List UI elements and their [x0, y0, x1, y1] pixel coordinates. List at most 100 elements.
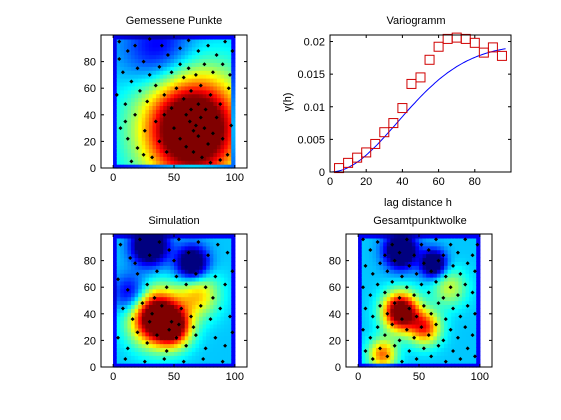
gesamtpunktwolke-field-cell: [429, 280, 434, 286]
simulation-field-cell: [123, 253, 129, 259]
gemessene-punkte-field-cell: [148, 74, 154, 79]
simulation-field-cell: [213, 363, 218, 368]
simulation-field-cell: [113, 351, 118, 356]
gesamtpunktwolke-field-cell: [404, 241, 409, 247]
gemessene-punkte-field-cell: [166, 128, 172, 134]
gesamtpunktwolke-field-cell: [451, 351, 456, 356]
gemessene-punkte-field-cell: [199, 140, 204, 146]
gesamtpunktwolke-field-cell: [358, 273, 363, 278]
simulation-ytick-label: 0: [90, 362, 96, 374]
gesamtpunktwolke-field-cell: [422, 292, 427, 298]
gemessene-punkte-field-cell: [224, 144, 229, 150]
gemessene-punkte-field-cell: [231, 113, 236, 118]
simulation-field-cell: [216, 323, 222, 329]
gemessene-punkte-field-cell: [159, 93, 164, 99]
gemessene-punkte-field-cell: [138, 58, 143, 63]
gesamtpunktwolke-field-cell: [440, 292, 445, 298]
simulation-field-cell: [191, 241, 197, 247]
variogramm-experimental-point: [379, 127, 390, 138]
gesamtpunktwolke-field-cell: [376, 265, 381, 270]
simulation-field-cell: [209, 296, 214, 302]
gesamtpunktwolke-field-cell: [476, 261, 481, 266]
gemessene-punkte-field-cell: [231, 89, 236, 95]
gemessene-punkte-field-cell: [134, 136, 139, 142]
simulation-field-cell: [120, 351, 125, 356]
gesamtpunktwolke-field-cell: [429, 261, 434, 266]
simulation-field-cell: [227, 269, 232, 274]
gesamtpunktwolke-field-cell: [411, 249, 417, 255]
simulation-field-cell: [120, 288, 125, 294]
simulation-field-cell: [141, 339, 146, 345]
gesamtpunktwolke-field-cell: [440, 284, 445, 290]
simulation-field-cell: [127, 245, 132, 251]
gemessene-punkte-field-cell: [188, 85, 193, 91]
simulation-field-cell: [170, 312, 175, 317]
simulation-field-cell: [159, 292, 164, 298]
gemessene-punkte-field-cell: [199, 66, 204, 71]
simulation-field-cell: [213, 339, 218, 345]
simulation-field-cell: [131, 359, 136, 364]
gemessene-punkte-field-cell: [166, 46, 172, 52]
gemessene-punkte-field-cell: [113, 117, 118, 122]
simulation-field-cell: [163, 265, 168, 270]
simulation-field-cell: [188, 237, 193, 243]
gesamtpunktwolke-field-cell: [469, 308, 474, 313]
simulation-field-cell: [134, 331, 139, 337]
simulation-field-cell: [134, 296, 139, 302]
simulation-field-cell: [134, 241, 139, 247]
gemessene-punkte-data-point: [210, 70, 215, 75]
gesamtpunktwolke-field-cell: [404, 351, 409, 356]
gemessene-punkte-field-cell: [113, 54, 118, 60]
gesamtpunktwolke-field-cell: [379, 249, 384, 255]
gemessene-punkte-field-cell: [216, 160, 222, 165]
simulation-field-cell: [206, 359, 211, 364]
gemessene-punkte-field-cell: [166, 144, 172, 150]
gemessene-punkte-field-cell: [145, 58, 150, 63]
gesamtpunktwolke-field-cell: [429, 331, 434, 337]
simulation-field-cell: [116, 245, 121, 251]
gesamtpunktwolke-field-cell: [419, 273, 424, 278]
gemessene-punkte-data-point: [225, 152, 230, 157]
gesamtpunktwolke-field-cell: [408, 347, 413, 352]
gesamtpunktwolke-data-point: [378, 346, 383, 351]
gesamtpunktwolke-field-cell: [358, 237, 363, 243]
gemessene-punkte-field-cell: [227, 124, 232, 130]
gemessene-punkte-field-cell: [145, 70, 150, 75]
simulation-data-point: [154, 269, 159, 274]
simulation-field-cell: [199, 335, 204, 341]
gemessene-punkte-field-cell: [141, 62, 146, 67]
simulation-field-cell: [224, 277, 229, 282]
simulation-field-cell: [206, 261, 211, 266]
gemessene-punkte-field-cell: [209, 132, 214, 138]
panel-title-variogramm: Variogramm: [386, 15, 445, 27]
gemessene-punkte-field-cell: [166, 78, 172, 83]
gesamtpunktwolke-field-cell: [383, 273, 388, 278]
gemessene-punkte-field-cell: [188, 132, 193, 138]
simulation-field-cell: [138, 249, 143, 255]
simulation-field-cell: [209, 331, 214, 337]
gesamtpunktwolke-field-cell: [451, 234, 456, 239]
simulation-field-cell: [166, 343, 172, 349]
gemessene-punkte-data-point: [147, 72, 152, 77]
simulation-data-point: [179, 306, 184, 311]
gesamtpunktwolke-field-cell: [472, 280, 477, 286]
gesamtpunktwolke-data-point: [397, 250, 402, 255]
gemessene-punkte-field-cell: [181, 136, 186, 142]
gesamtpunktwolke-field-cell: [426, 327, 431, 333]
simulation-data-point: [184, 343, 189, 348]
gemessene-punkte-field-cell: [227, 38, 232, 44]
gemessene-punkte-field-cell: [127, 117, 132, 122]
gesamtpunktwolke-field-cell: [472, 347, 477, 352]
gemessene-punkte-field-cell: [134, 113, 139, 118]
simulation-field-cell: [148, 335, 154, 341]
simulation-field-cell: [163, 320, 168, 325]
gemessene-punkte-field-cell: [191, 81, 197, 87]
gesamtpunktwolke-data-point: [470, 290, 475, 295]
gesamtpunktwolke-field-cell: [454, 280, 459, 286]
simulation-field-cell: [195, 280, 200, 286]
gemessene-punkte-field-cell: [138, 121, 143, 126]
simulation-field-cell: [191, 234, 197, 239]
simulation-field-cell: [181, 249, 186, 255]
simulation-field-cell: [138, 316, 143, 321]
